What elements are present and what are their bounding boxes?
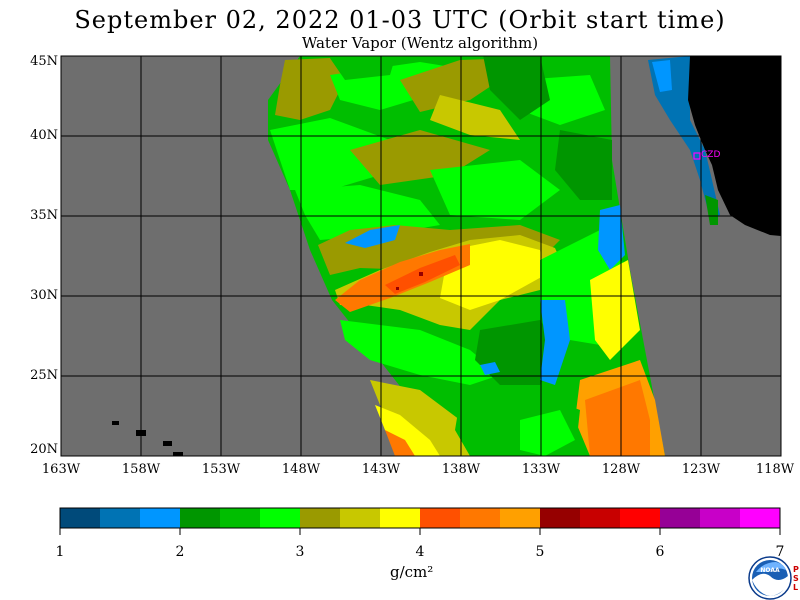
lon-label: 148W [281, 462, 321, 477]
map-subtitle: Water Vapor (Wentz algorithm) [301, 34, 539, 52]
map-frame [60, 55, 782, 457]
colorbar-swatch [180, 508, 221, 528]
map-area: CZD [61, 56, 781, 456]
lat-label: 45N [30, 54, 58, 69]
colorbar-tick-label: 7 [775, 544, 785, 560]
lat-label: 25N [30, 368, 58, 383]
colorbar-swatch [620, 508, 661, 528]
island-hawaii [173, 452, 183, 456]
svg-text:NOAA: NOAA [760, 567, 780, 574]
lon-label: 163W [41, 462, 81, 477]
colorbar-swatch [340, 508, 381, 528]
colorbar-swatch [460, 508, 501, 528]
colorbar-swatch [740, 508, 781, 528]
noaa-logo: NOAA [748, 556, 792, 600]
colorbar-swatch [420, 508, 461, 528]
colorbar-units: g/cm² [390, 563, 434, 581]
colorbar-ticks [59, 528, 781, 535]
colorbar-swatch [100, 508, 141, 528]
colorbar-swatch [260, 508, 301, 528]
lon-label: 138W [441, 462, 481, 477]
lon-label: 158W [121, 462, 161, 477]
island-kauai [112, 421, 119, 425]
map-title: September 02, 2022 01-03 UTC (Orbit star… [74, 6, 726, 34]
lat-label: 40N [30, 128, 58, 143]
lon-label: 123W [681, 462, 721, 477]
colorbar-swatch [500, 508, 541, 528]
colorbar-swatch [660, 508, 701, 528]
graticule [61, 56, 781, 456]
station-label: CZD [701, 150, 720, 160]
colorbar-swatch [380, 508, 421, 528]
colorbar-tick-label: 1 [55, 544, 65, 560]
lat-label: 35N [30, 208, 58, 223]
station-marker: CZD [693, 150, 720, 160]
colorbar-swatch [220, 508, 261, 528]
island-maui [163, 441, 172, 446]
lat-label: 20N [30, 442, 58, 457]
colorbar [59, 507, 781, 529]
colorbar-swatch [580, 508, 621, 528]
lon-label: 118W [755, 462, 795, 477]
lon-label: 153W [201, 462, 241, 477]
colorbar-swatch [540, 508, 581, 528]
lat-label: 30N [30, 288, 58, 303]
colorbar-tick-label: 3 [295, 544, 305, 560]
colorbar-tick-label: 2 [175, 544, 185, 560]
colorbar-tick-label: 6 [655, 544, 665, 560]
lon-label: 133W [521, 462, 561, 477]
colorbar-swatch [60, 508, 101, 528]
lon-label: 128W [601, 462, 641, 477]
colorbar-tick-label: 5 [535, 544, 545, 560]
coastal-water-vapor [648, 56, 720, 225]
water-vapor-swath [268, 56, 665, 456]
colorbar-tick-label: 4 [415, 544, 425, 560]
colorbar-swatch [140, 508, 181, 528]
colorbar-swatch [700, 508, 741, 528]
lon-label: 143W [361, 462, 401, 477]
colorbar-swatch [300, 508, 341, 528]
